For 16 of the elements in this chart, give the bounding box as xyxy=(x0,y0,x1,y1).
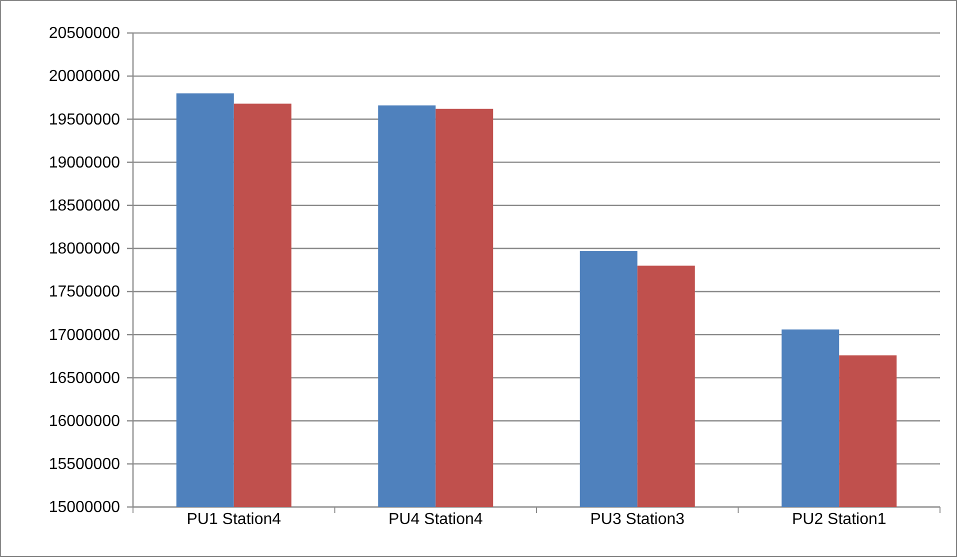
y-tick-label: 19000000 xyxy=(48,154,120,172)
y-tick-label: 18500000 xyxy=(48,197,120,214)
x-tick-label: PU3 Station3 xyxy=(590,511,685,528)
y-tick-label: 20500000 xyxy=(48,25,120,42)
y-tick-label: 19500000 xyxy=(48,111,120,128)
y-tick-label: 16500000 xyxy=(48,370,120,387)
y-tick-label: 16000000 xyxy=(48,412,120,430)
y-tick-label: 17500000 xyxy=(48,284,120,301)
y-tick-label: 20000000 xyxy=(48,68,120,86)
y-tick-label: 15500000 xyxy=(48,456,120,474)
x-tick-label: PU1 Station4 xyxy=(186,511,282,528)
x-tick-label: PU2 Station1 xyxy=(792,511,886,528)
x-tick-label: PU4 Station4 xyxy=(388,511,483,528)
y-tick-label: 18000000 xyxy=(48,240,120,258)
y-tick-label: 15000000 xyxy=(48,499,120,516)
y-tick-label: 17000000 xyxy=(48,326,120,344)
